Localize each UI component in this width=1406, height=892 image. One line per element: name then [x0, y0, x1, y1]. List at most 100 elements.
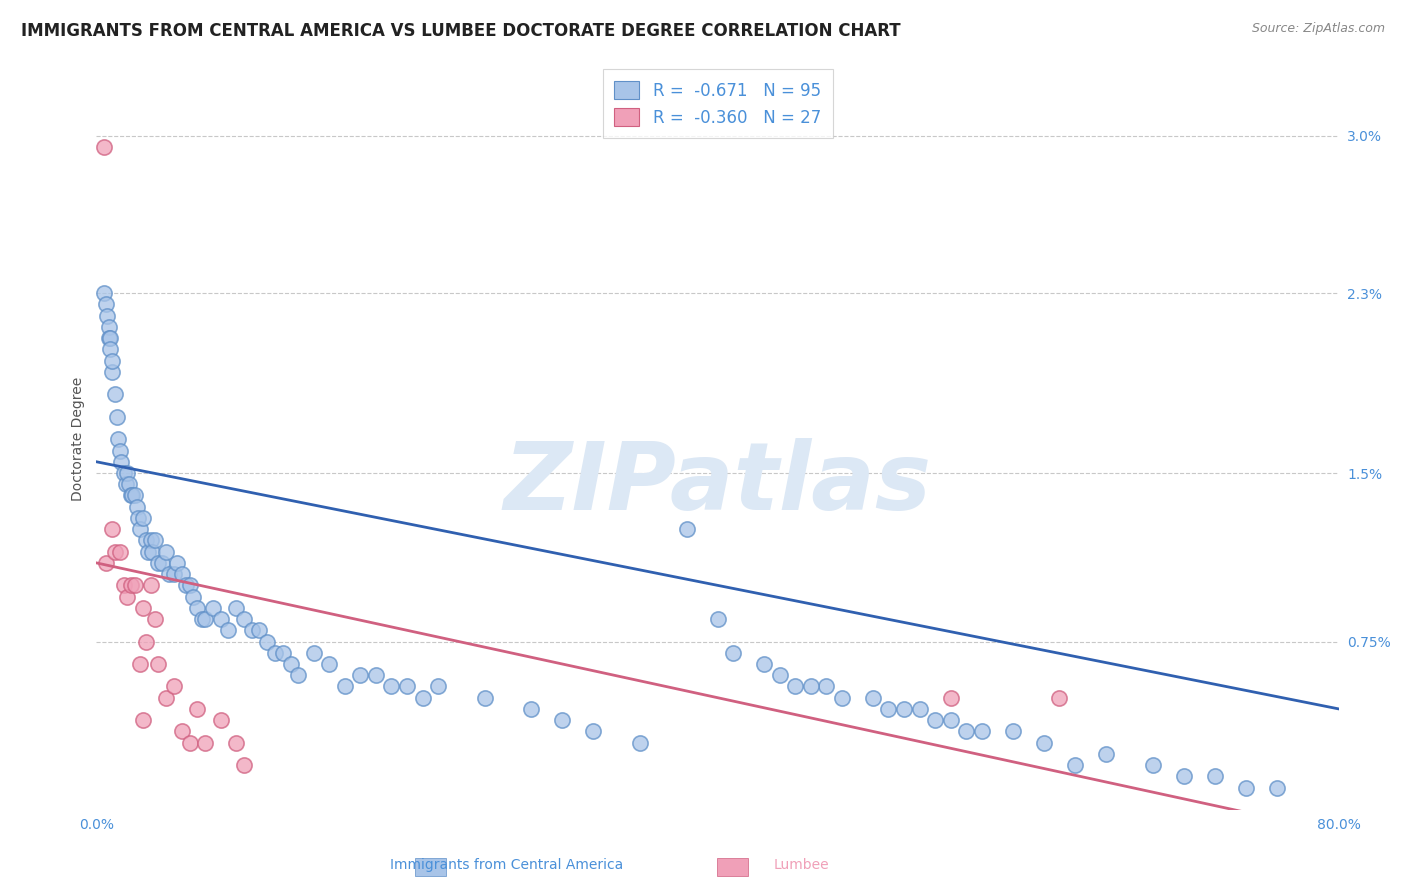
- Point: [706, 612, 728, 626]
- Point: [1095, 747, 1118, 761]
- Point: [150, 556, 173, 570]
- Point: [139, 533, 162, 548]
- Point: [181, 590, 204, 604]
- Point: [302, 646, 325, 660]
- Point: [474, 690, 496, 705]
- Text: Immigrants from Central America: Immigrants from Central America: [389, 858, 623, 872]
- Point: [124, 578, 146, 592]
- Point: [908, 702, 931, 716]
- Point: [271, 646, 294, 660]
- Point: [128, 522, 150, 536]
- Point: [333, 680, 356, 694]
- Point: [148, 657, 170, 671]
- Point: [117, 466, 139, 480]
- Point: [94, 297, 117, 311]
- Point: [1063, 758, 1085, 772]
- Point: [108, 544, 131, 558]
- Point: [148, 556, 170, 570]
- Text: Source: ZipAtlas.com: Source: ZipAtlas.com: [1251, 22, 1385, 36]
- Point: [628, 736, 651, 750]
- Point: [132, 511, 155, 525]
- Point: [170, 567, 193, 582]
- Point: [166, 556, 188, 570]
- Point: [107, 432, 129, 446]
- Point: [232, 612, 254, 626]
- Point: [939, 713, 962, 727]
- Point: [163, 567, 186, 582]
- Point: [785, 680, 807, 694]
- Point: [675, 522, 697, 536]
- Point: [800, 680, 823, 694]
- Point: [186, 600, 208, 615]
- Point: [104, 544, 127, 558]
- Point: [194, 736, 217, 750]
- Point: [831, 690, 853, 705]
- Point: [349, 668, 371, 682]
- Point: [93, 140, 115, 154]
- Point: [179, 736, 201, 750]
- Point: [877, 702, 900, 716]
- Point: [582, 724, 605, 739]
- Point: [141, 544, 163, 558]
- Point: [139, 578, 162, 592]
- Point: [318, 657, 340, 671]
- Point: [115, 477, 138, 491]
- Point: [970, 724, 993, 739]
- Point: [520, 702, 543, 716]
- Text: Lumbee: Lumbee: [773, 858, 830, 872]
- Point: [1234, 780, 1257, 795]
- Point: [1142, 758, 1164, 772]
- Point: [93, 286, 115, 301]
- Point: [179, 578, 201, 592]
- Point: [1265, 780, 1288, 795]
- Point: [225, 736, 247, 750]
- Point: [101, 353, 124, 368]
- Point: [157, 567, 180, 582]
- Point: [145, 533, 167, 548]
- Point: [94, 556, 117, 570]
- Point: [232, 758, 254, 772]
- Y-axis label: Doctorate Degree: Doctorate Degree: [72, 377, 86, 501]
- Point: [191, 612, 214, 626]
- Point: [104, 387, 127, 401]
- Point: [176, 578, 198, 592]
- Point: [955, 724, 977, 739]
- Point: [127, 511, 149, 525]
- Point: [427, 680, 450, 694]
- Point: [862, 690, 884, 705]
- Point: [217, 624, 239, 638]
- Point: [163, 680, 186, 694]
- Point: [939, 690, 962, 705]
- Point: [135, 533, 157, 548]
- Point: [551, 713, 574, 727]
- Point: [110, 455, 132, 469]
- Point: [256, 634, 278, 648]
- Point: [136, 544, 159, 558]
- Point: [105, 409, 128, 424]
- Point: [98, 331, 121, 345]
- Point: [155, 544, 177, 558]
- Point: [121, 488, 143, 502]
- Point: [117, 590, 139, 604]
- Point: [380, 680, 402, 694]
- Point: [155, 690, 177, 705]
- Point: [1173, 769, 1195, 783]
- Point: [201, 600, 224, 615]
- Point: [769, 668, 792, 682]
- Point: [101, 365, 124, 379]
- Point: [1032, 736, 1054, 750]
- Point: [186, 702, 208, 716]
- Point: [112, 578, 135, 592]
- Point: [893, 702, 915, 716]
- Point: [924, 713, 946, 727]
- Point: [145, 612, 167, 626]
- Point: [815, 680, 838, 694]
- Point: [120, 488, 142, 502]
- Point: [225, 600, 247, 615]
- Point: [249, 624, 271, 638]
- Text: ZIPatlas: ZIPatlas: [503, 438, 932, 530]
- Point: [264, 646, 287, 660]
- Point: [118, 477, 141, 491]
- Point: [132, 600, 155, 615]
- Point: [209, 612, 232, 626]
